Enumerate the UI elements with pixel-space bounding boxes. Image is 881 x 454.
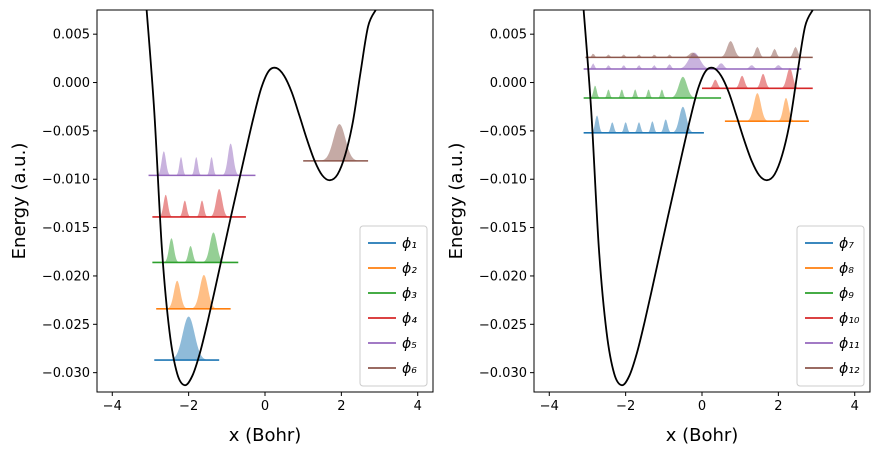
left-legend-label-6: ϕ₆: [402, 361, 417, 377]
right-density-phi-5: [583, 52, 802, 69]
right-panel: −4 −2 0 2 4 0.005 0.000 −0.005 −0.010 −0.015 −0.0…: [446, 9, 871, 446]
left-y-tick-label: −0.020: [42, 269, 90, 284]
left-y-ticks: 0.005 0.000 −0.005 −0.010 −0.015 −0.020 −0.025…: [42, 28, 97, 381]
right-y-tick-label: −0.025: [479, 318, 527, 333]
right-y-tick-label: 0.000: [490, 76, 527, 91]
left-legend: ϕ₁ ϕ₂ ϕ₃ ϕ₄ ϕ₅ ϕ₆: [359, 225, 428, 387]
right-x-tick-label: −2: [616, 399, 635, 414]
left-legend-label-2: ϕ₂: [402, 261, 417, 277]
right-y-tick-label: −0.005: [479, 124, 527, 139]
left-x-tick-label: 2: [337, 399, 345, 414]
right-density-phi-4: [702, 68, 813, 89]
right-y-axis-label: Energy (a.u.): [446, 143, 467, 260]
left-y-tick-label: −0.015: [42, 221, 90, 236]
right-legend-label-6: ϕ₁₂: [839, 361, 860, 377]
left-legend-box: [359, 225, 428, 387]
left-legend-label-3: ϕ₃: [402, 286, 417, 302]
left-legend-label-5: ϕ₅: [402, 336, 417, 352]
right-legend-label-4: ϕ₁₀: [839, 311, 860, 327]
right-legend-label-2: ϕ₈: [839, 261, 854, 277]
right-y-tick-label: −0.010: [479, 173, 527, 188]
left-x-tick-label: −2: [179, 399, 198, 414]
left-x-tick-label: 4: [414, 399, 422, 414]
left-y-tick-label: −0.005: [42, 124, 90, 139]
right-x-tick-label: 2: [774, 399, 782, 414]
right-y-tick-label: 0.005: [490, 28, 527, 43]
left-legend-label-4: ϕ₄: [402, 311, 417, 327]
right-y-ticks: 0.005 0.000 −0.005 −0.010 −0.015 −0.020 −0.025…: [479, 28, 534, 381]
right-x-tick-label: −4: [540, 399, 559, 414]
right-potential-curve: [582, 10, 814, 387]
right-density-phi-3: [583, 76, 722, 99]
right-density-phi-6: [585, 40, 813, 58]
right-legend-label-5: ϕ₁₁: [839, 336, 859, 352]
left-x-tick-label: −4: [103, 399, 122, 414]
left-x-axis-label: x (Bohr): [229, 425, 302, 446]
right-plot-area: [582, 10, 814, 387]
right-density-phi-1: [583, 106, 704, 133]
left-y-tick-label: −0.025: [42, 318, 90, 333]
right-legend-box: [796, 225, 865, 387]
right-density-phi-2: [724, 93, 809, 122]
right-y-tick-label: −0.015: [479, 221, 527, 236]
left-y-tick-label: 0.000: [53, 76, 90, 91]
right-x-tick-label: 0: [698, 399, 706, 414]
right-y-tick-label: −0.020: [479, 269, 527, 284]
left-y-axis-label: Energy (a.u.): [9, 143, 30, 260]
right-legend: ϕ₇ ϕ₈ ϕ₉ ϕ₁₀ ϕ₁₁ ϕ₁₂: [796, 225, 865, 387]
left-density-phi-5: [148, 143, 256, 176]
right-legend-label-3: ϕ₉: [839, 286, 854, 302]
left-x-ticks: −4 −2 0 2 4: [103, 392, 422, 414]
left-density-phi-4: [152, 188, 246, 217]
right-legend-label-1: ϕ₇: [839, 236, 854, 252]
left-density-phi-3: [152, 232, 239, 263]
left-density-phi-6: [303, 124, 369, 161]
right-x-axis-label: x (Bohr): [666, 425, 739, 446]
left-legend-label-1: ϕ₁: [402, 236, 417, 252]
right-y-tick-label: −0.030: [479, 366, 527, 381]
right-x-tick-label: 4: [851, 399, 859, 414]
right-x-ticks: −4 −2 0 2 4: [540, 392, 859, 414]
left-plot-area: [145, 10, 377, 387]
left-panel: −4 −2 0 2 4 0.005 0.000 −0.005 −0.010 −0.015 −0.0…: [9, 9, 434, 446]
left-density-phi-2: [156, 275, 231, 309]
left-y-tick-label: −0.030: [42, 366, 90, 381]
left-density-phi-1: [154, 316, 220, 361]
left-potential-curve: [145, 10, 377, 387]
left-y-tick-label: −0.010: [42, 173, 90, 188]
left-y-tick-label: 0.005: [53, 28, 90, 43]
left-x-tick-label: 0: [261, 399, 269, 414]
